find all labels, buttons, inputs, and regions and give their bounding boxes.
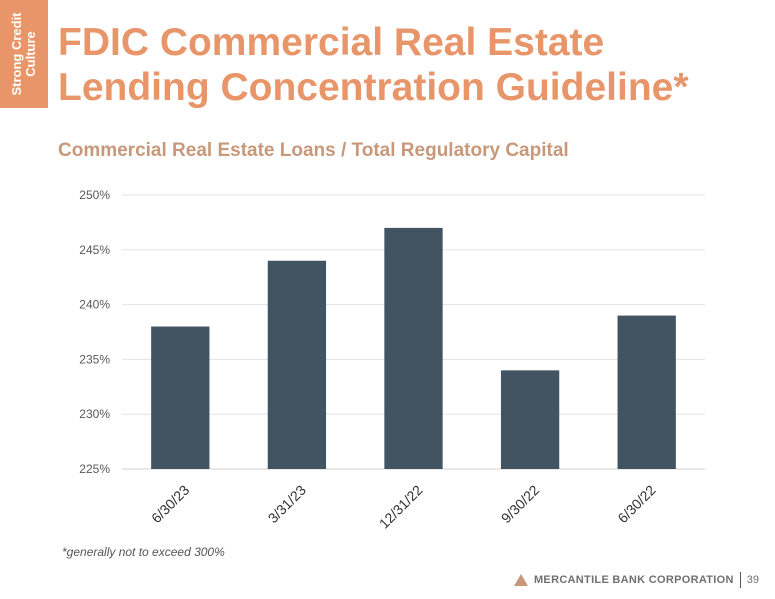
page-title-line1: FDIC Commercial Real Estate — [58, 21, 605, 64]
y-tick-label: 240% — [79, 298, 110, 312]
x-tick-label: 9/30/22 — [498, 482, 542, 526]
bar — [384, 227, 443, 469]
y-tick-label: 245% — [79, 243, 110, 257]
x-tick-label: 12/31/22 — [376, 482, 426, 532]
y-tick-label: 250% — [79, 188, 110, 202]
page-number: 39 — [746, 574, 759, 586]
x-tick-label: 3/31/23 — [265, 482, 309, 526]
y-tick-label: 225% — [79, 462, 110, 476]
y-tick-label: 230% — [79, 407, 110, 421]
company-logo-icon — [513, 574, 528, 586]
bar — [617, 315, 676, 469]
company-name: MERCANTILE BANK CORPORATION — [533, 574, 734, 586]
footer: MERCANTILE BANK CORPORATION 39 — [513, 572, 759, 588]
footer-divider — [739, 572, 741, 588]
bar — [267, 260, 327, 469]
footnote: *generally not to exceed 300% — [62, 545, 225, 559]
bar — [151, 326, 210, 469]
bar — [500, 370, 560, 469]
y-tick-label: 235% — [79, 352, 110, 366]
chart-title: Commercial Real Estate Loans / Total Reg… — [58, 140, 569, 161]
x-tick-label: 6/30/22 — [614, 482, 658, 526]
page-title: FDIC Commercial Real Estate Lending Conc… — [58, 20, 689, 110]
x-tick-label: 6/30/23 — [148, 482, 192, 526]
section-tab: Strong Credit Culture — [0, 0, 48, 108]
page-title-line2: Lending Concentration Guideline* — [58, 66, 689, 109]
